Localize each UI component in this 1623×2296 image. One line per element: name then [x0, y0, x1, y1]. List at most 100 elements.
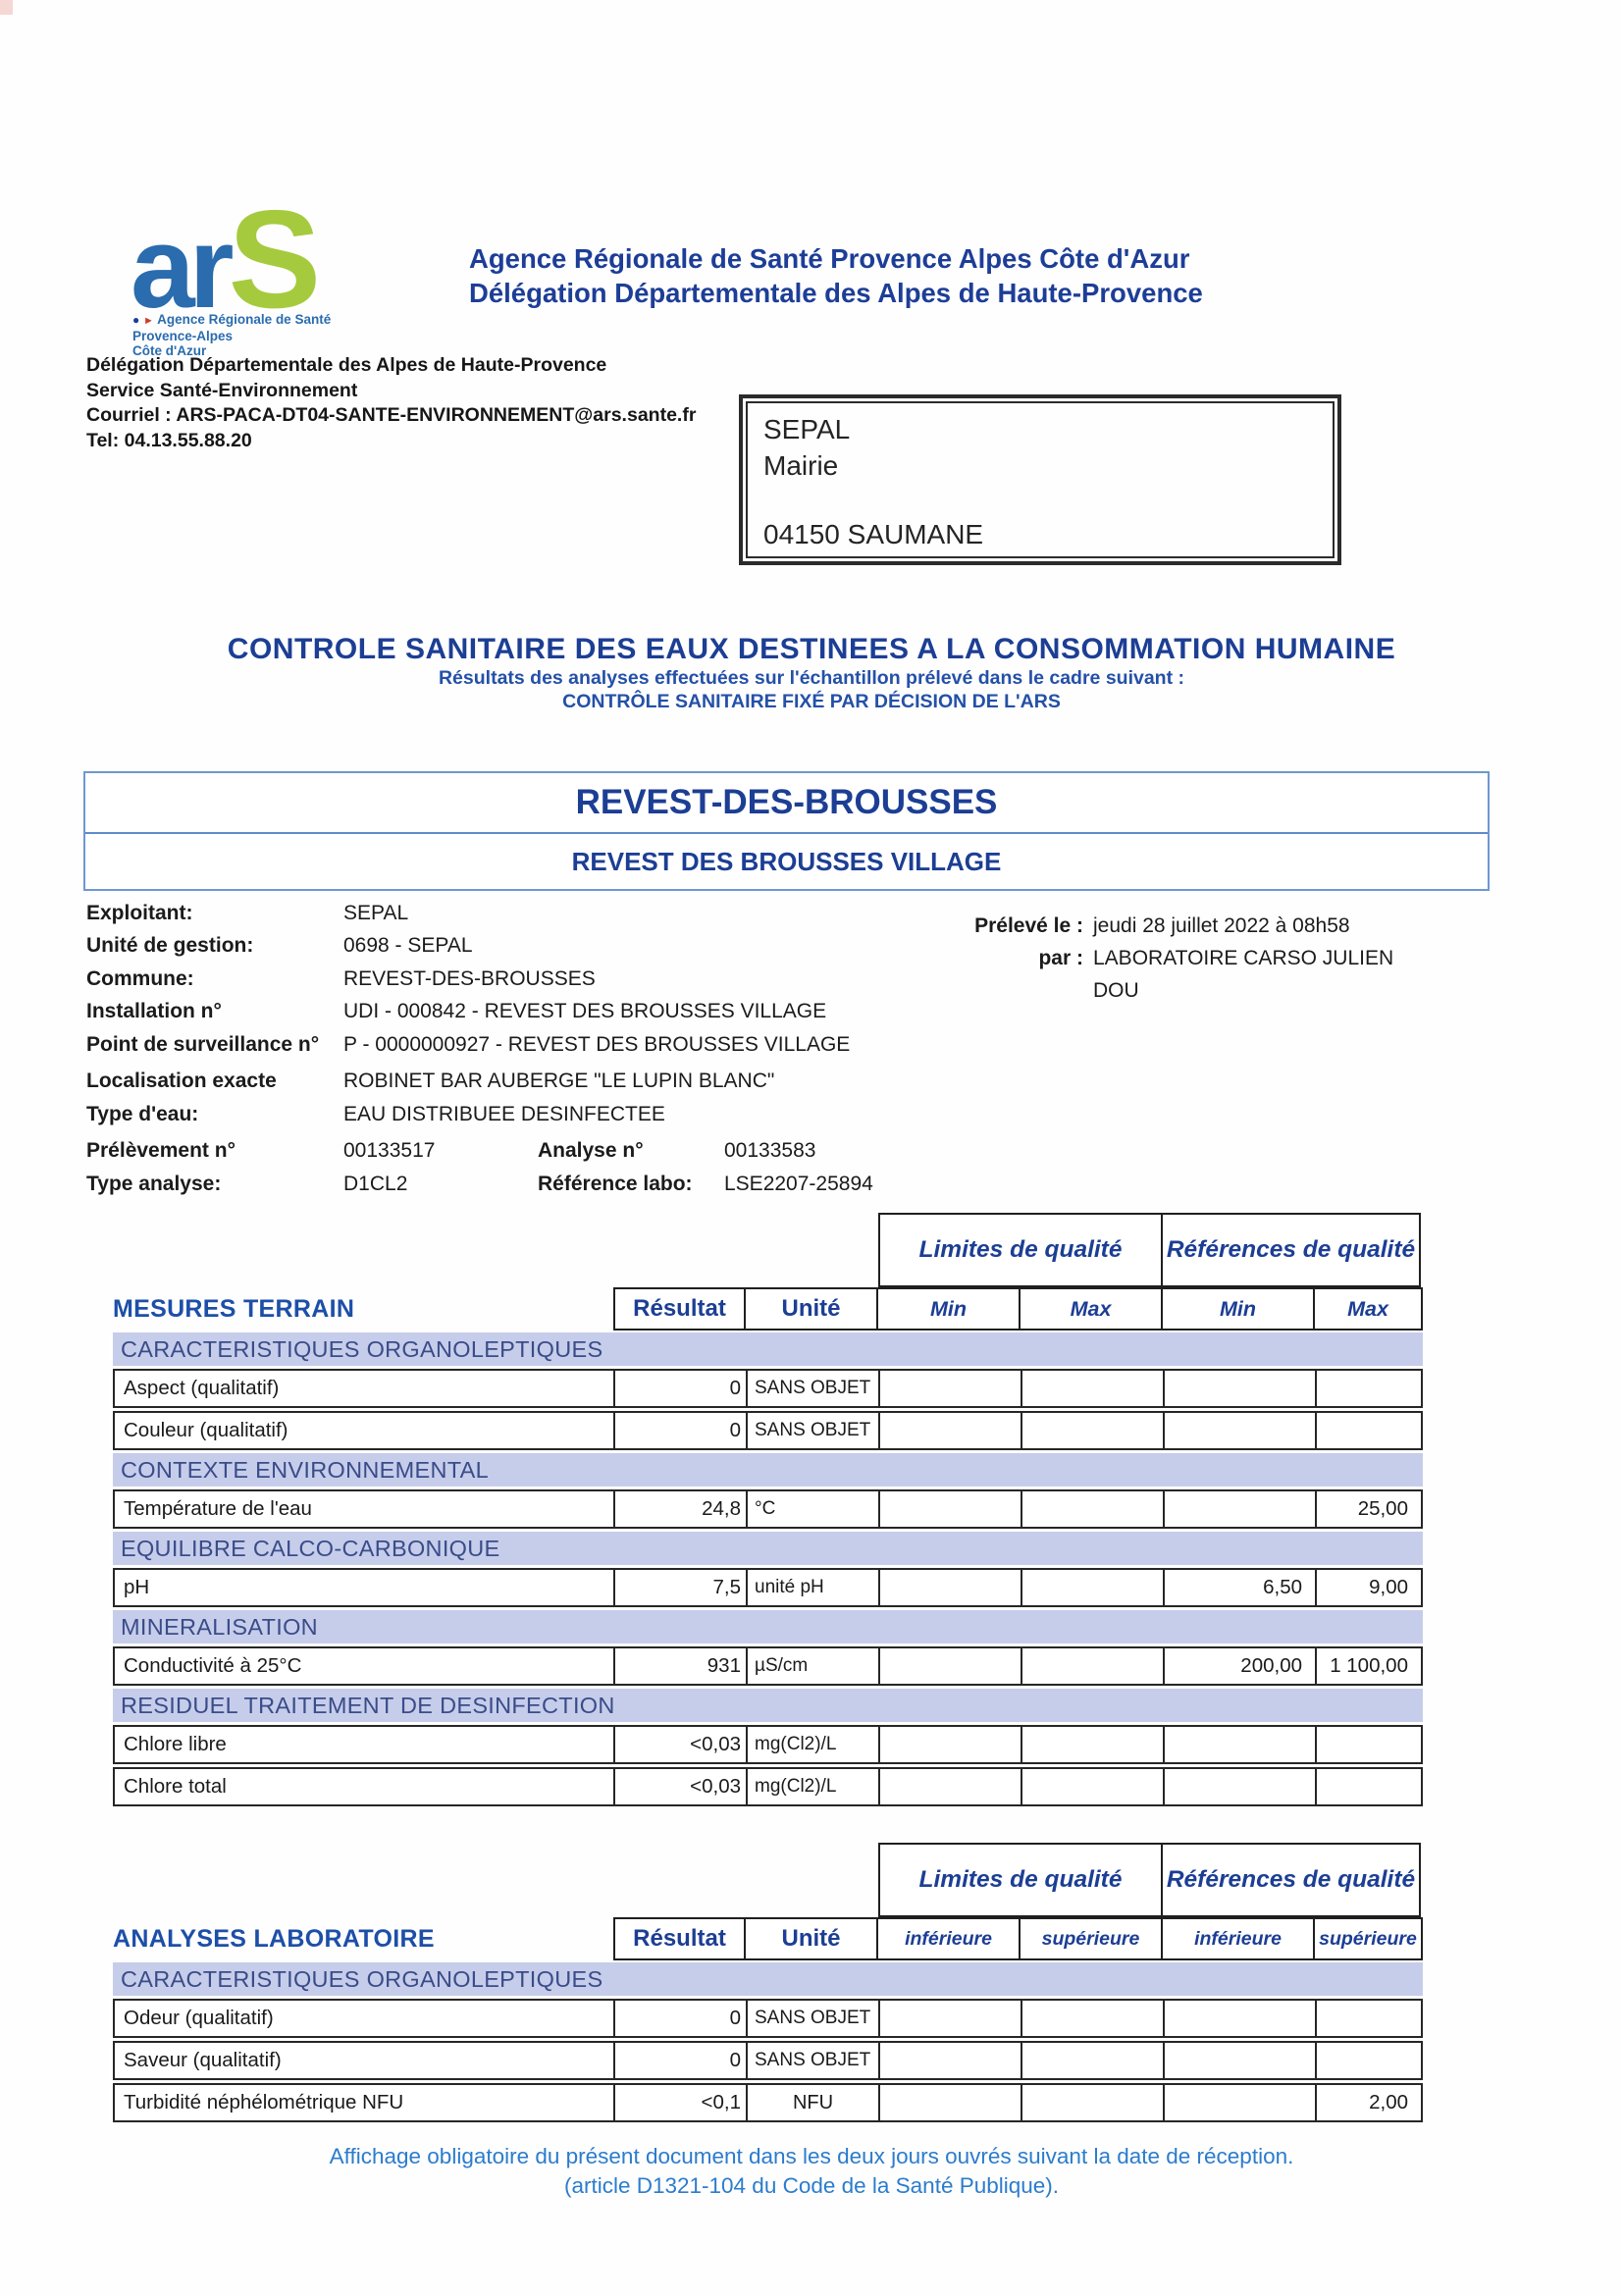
info-row-type-eau: Type d'eau: EAU DISTRIBUEE DESINFECTEE [86, 1098, 930, 1131]
field-table-quality-header: Limites de qualité Références de qualité [113, 1213, 1423, 1287]
limit-min [878, 1648, 1021, 1684]
limit-superieure [1021, 2085, 1163, 2120]
unite-label: Unité de gestion: [86, 934, 254, 958]
lab-table-title: ANALYSES LABORATOIRE [113, 1924, 435, 1953]
limit-min [878, 1371, 1021, 1406]
result-value: 24,8 [613, 1491, 746, 1527]
installation-label: Installation n° [86, 1000, 222, 1023]
col-limites-min: Min [876, 1289, 1019, 1329]
triangle-icon: ► [143, 315, 154, 327]
lab-table-column-headers: Résultat Unité inférieure supérieure inf… [613, 1917, 1423, 1960]
col-resultat: Résultat [633, 1295, 726, 1322]
col-references-min: Min [1161, 1289, 1313, 1329]
reference-labo-label: Référence labo: [538, 1172, 693, 1195]
reference-min [1163, 1413, 1315, 1448]
analyse-value: 00133583 [724, 1139, 816, 1163]
reference-superieure [1315, 2001, 1421, 2036]
unit-value: µS/cm [746, 1648, 878, 1684]
unit-value: mg(Cl2)/L [746, 1769, 878, 1804]
scan-artifact [0, 0, 13, 15]
unit-value: SANS OBJET [746, 2001, 878, 2036]
table-row: Saveur (qualitatif) 0 SANS OBJET [113, 2041, 1423, 2080]
limit-max [1021, 1570, 1163, 1605]
ars-logo-ar: ar [131, 203, 235, 333]
parameter-label: Couleur (qualitatif) [124, 1419, 288, 1441]
spacer [113, 1213, 878, 1287]
result-value: <0,03 [613, 1727, 746, 1762]
table-row: Turbidité néphélométrique NFU <0,1 NFU 2… [113, 2083, 1423, 2122]
localisation-label: Localisation exacte [86, 1070, 277, 1093]
field-table-title: MESURES TERRAIN [113, 1294, 355, 1323]
sender-contact-block: Délégation Départementale des Alpes de H… [86, 353, 696, 453]
recipient-name: SEPAL [763, 414, 851, 444]
field-table-column-headers: Résultat Unité Min Max Min Max [613, 1287, 1423, 1331]
parameter-label: Conductivité à 25°C [124, 1654, 302, 1677]
reference-inferieure [1163, 2043, 1315, 2078]
par-value: LABORATOIRE CARSO JULIEN DOU [1093, 947, 1394, 1002]
agency-name: Agence Régionale de Santé Provence Alpes… [469, 243, 1190, 274]
ars-logo: arS ● ► Agence Régionale de Santé Proven… [131, 190, 454, 375]
agency-header: Agence Régionale de Santé Provence Alpes… [469, 241, 1203, 310]
preleve-le-label: Prélevé le : [974, 914, 1083, 937]
info-row-localisation: Localisation exacte ROBINET BAR AUBERGE … [86, 1066, 930, 1099]
type-analyse-label: Type analyse: [86, 1172, 222, 1195]
limit-superieure [1021, 2043, 1163, 2078]
reference-inferieure [1163, 2085, 1315, 2120]
references-qualite-header: Références de qualité [1161, 1213, 1421, 1287]
par-label: par : [1038, 947, 1083, 969]
result-value: <0,1 [613, 2085, 746, 2120]
sample-info-block: Exploitant: SEPAL Unité de gestion: 0698… [86, 897, 930, 1201]
section-header: CARACTERISTIQUES ORGANOLEPTIQUES [113, 1962, 1423, 1996]
info-row-commune: Commune: REVEST-DES-BROUSSES [86, 963, 930, 996]
reference-max: 9,00 [1315, 1570, 1421, 1605]
commune-value: REVEST-DES-BROUSSES [343, 966, 596, 990]
limit-min [878, 1727, 1021, 1762]
reference-labo-value: LSE2207-25894 [724, 1172, 873, 1195]
parameter-label: Turbidité néphélométrique NFU [124, 2091, 404, 2113]
limit-inferieure [878, 2043, 1021, 2078]
unit-value: NFU [746, 2085, 878, 2120]
col-unite: Unité [744, 1289, 876, 1329]
unite-value: 0698 - SEPAL [343, 934, 473, 958]
col-references-inferieure: inférieure [1161, 1919, 1313, 1958]
recipient-address-inner: SEPAL Mairie 04150 SAUMANE [746, 401, 1335, 558]
reference-max [1315, 1413, 1421, 1448]
localisation-value: ROBINET BAR AUBERGE "LE LUPIN BLANC" [343, 1070, 775, 1093]
unit-value: SANS OBJET [746, 2043, 878, 2078]
limit-min [878, 1413, 1021, 1448]
document-subtitle-1: Résultats des analyses effectuées sur l'… [438, 667, 1185, 689]
ars-logo-s: S [228, 182, 322, 338]
info-row-prelevement: Prélèvement n° 00133517 Analyse n° 00133… [86, 1135, 930, 1169]
limit-inferieure [878, 2001, 1021, 2036]
commune-name: REVEST-DES-BROUSSES [85, 773, 1488, 834]
reference-max [1315, 1727, 1421, 1762]
reference-min [1163, 1769, 1315, 1804]
section-header: EQUILIBRE CALCO-CARBONIQUE [113, 1532, 1423, 1565]
type-eau-value: EAU DISTRIBUEE DESINFECTEE [343, 1102, 665, 1125]
result-value: 931 [613, 1648, 746, 1684]
footer-notice: Affichage obligatoire du présent documen… [0, 2142, 1623, 2201]
col-references-max: Max [1313, 1289, 1421, 1329]
ars-logo-tagline: Agence Régionale de Santé [157, 312, 332, 327]
limit-min [878, 1491, 1021, 1527]
reference-max [1315, 1371, 1421, 1406]
lab-table-column-header-row: ANALYSES LABORATOIRE Résultat Unité infé… [113, 1917, 1423, 1960]
type-analyse-value: D1CL2 [343, 1172, 408, 1195]
section-header: CARACTERISTIQUES ORGANOLEPTIQUES [113, 1332, 1423, 1366]
limit-max [1021, 1413, 1163, 1448]
reference-superieure [1315, 2043, 1421, 2078]
footer-line-1: Affichage obligatoire du présent documen… [329, 2144, 1294, 2168]
analyse-label: Analyse n° [538, 1139, 644, 1163]
reference-superieure: 2,00 [1315, 2085, 1421, 2120]
result-value: <0,03 [613, 1769, 746, 1804]
parameter-label: pH [124, 1576, 150, 1598]
result-value: 0 [613, 2043, 746, 2078]
ars-logo-region2: Côte d'Azur [132, 343, 207, 358]
document-subtitle-2: CONTRÔLE SANITAIRE FIXÉ PAR DÉCISION DE … [562, 691, 1061, 712]
limit-max [1021, 1371, 1163, 1406]
limit-max [1021, 1727, 1163, 1762]
prelevement-label: Prélèvement n° [86, 1139, 236, 1163]
section-header: MINERALISATION [113, 1610, 1423, 1644]
result-value: 0 [613, 2001, 746, 2036]
unit-value: SANS OBJET [746, 1371, 878, 1406]
